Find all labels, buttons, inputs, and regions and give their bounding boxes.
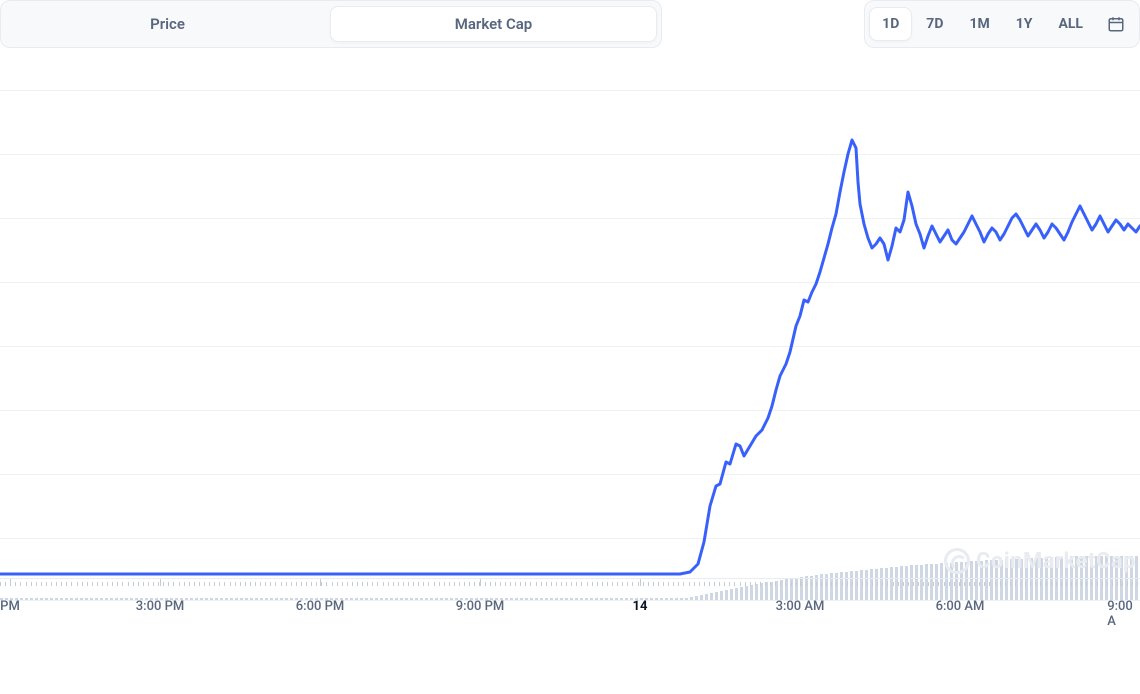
x-axis: PM 3:00 PM 6:00 PM 9:00 PM 14 3:00 AM 6:00 AM 9… xyxy=(0,578,1140,626)
x-tick-label: 14 xyxy=(633,599,648,614)
x-tick-label: PM xyxy=(0,599,20,614)
x-tick-label: 6:00 AM xyxy=(936,599,985,614)
price-chart[interactable]: CoinMarketCap PM 3:00 PM 6:00 PM 9:00 PM 14 3… xyxy=(0,66,1140,626)
calendar-icon xyxy=(1107,15,1125,33)
x-tick-label: 9:00 PM xyxy=(456,599,505,614)
top-bar: Price Market Cap 1D 7D 1M 1Y ALL xyxy=(0,0,1140,48)
range-all[interactable]: ALL xyxy=(1046,8,1095,40)
watermark-icon xyxy=(944,548,970,574)
range-1y[interactable]: 1Y xyxy=(1004,8,1045,40)
x-tick-label: 3:00 PM xyxy=(136,599,185,614)
price-line xyxy=(0,66,1140,602)
tab-price[interactable]: Price xyxy=(5,7,330,41)
metric-tabs: Price Market Cap xyxy=(0,0,662,48)
x-tick-label: 3:00 AM xyxy=(776,599,825,614)
range-controls: 1D 7D 1M 1Y ALL xyxy=(864,0,1140,48)
range-1m[interactable]: 1M xyxy=(957,8,1001,40)
x-tick-label: 6:00 PM xyxy=(296,599,345,614)
watermark-text: CoinMarketCap xyxy=(976,549,1136,574)
date-picker-button[interactable] xyxy=(1097,9,1135,39)
range-1d[interactable]: 1D xyxy=(869,7,912,41)
tab-marketcap[interactable]: Market Cap xyxy=(330,6,657,42)
watermark: CoinMarketCap xyxy=(944,548,1136,574)
x-tick-label: 9:00 A xyxy=(1107,599,1133,629)
range-7d[interactable]: 7D xyxy=(914,8,955,40)
